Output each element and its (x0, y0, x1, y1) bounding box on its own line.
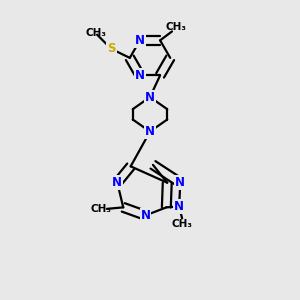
Text: N: N (112, 176, 122, 189)
Text: S: S (107, 42, 116, 56)
Text: N: N (175, 176, 185, 189)
Text: N: N (140, 209, 151, 222)
Text: CH₃: CH₃ (166, 22, 187, 32)
Text: N: N (135, 34, 145, 47)
Text: N: N (174, 200, 184, 213)
Text: CH₃: CH₃ (85, 28, 106, 38)
Text: N: N (135, 69, 145, 82)
Text: CH₃: CH₃ (172, 219, 193, 229)
Text: CH₃: CH₃ (91, 204, 112, 214)
Text: N: N (145, 125, 155, 138)
Text: N: N (145, 91, 155, 103)
